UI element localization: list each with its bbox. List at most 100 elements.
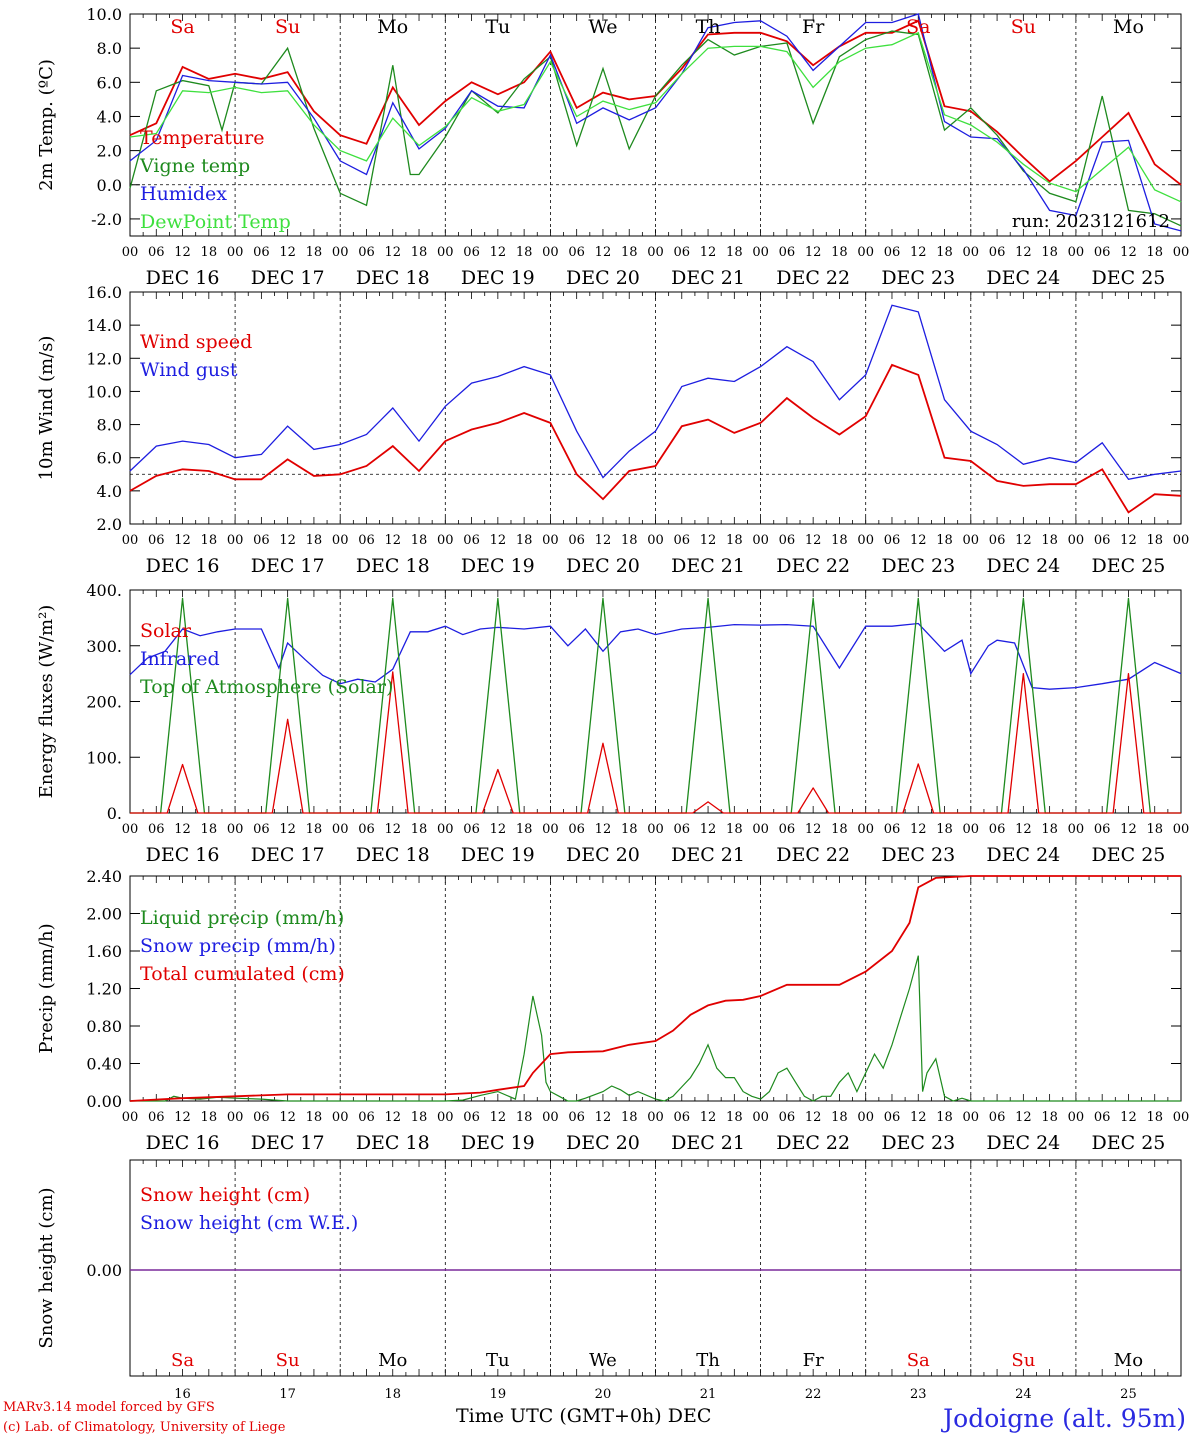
x-axis-title: Time UTC (GMT+0h) DEC	[456, 1405, 712, 1427]
x-hour-label: 18	[831, 245, 848, 260]
x-hour-label: 00	[647, 533, 664, 548]
x-hour-label: 00	[437, 1110, 454, 1125]
y-axis-label: Snow height (cm)	[36, 1187, 57, 1348]
x-hour-label: 12	[279, 533, 296, 548]
weekday-label: We	[589, 1350, 617, 1371]
y-tick-label: 10.0	[86, 5, 122, 24]
x-hour-label: 18	[1041, 245, 1058, 260]
x-hour-label: 18	[201, 245, 218, 260]
x-hour-label: 18	[936, 245, 953, 260]
x-date-label: DEC 25	[1092, 844, 1166, 866]
x-hour-label: 06	[568, 1110, 585, 1125]
legend-entry: Snow height (cm W.E.)	[140, 1212, 358, 1234]
x-hour-label: 18	[411, 822, 428, 837]
x-date-label: DEC 16	[146, 1132, 220, 1154]
weekday-label: Su	[1011, 1350, 1035, 1371]
x-hour-label: 00	[752, 1110, 769, 1125]
x-hour-label: 18	[411, 533, 428, 548]
x-hour-label: 18	[1041, 1110, 1058, 1125]
x-hour-label: 06	[148, 245, 165, 260]
x-hour-label: 12	[279, 245, 296, 260]
x-hour-label: 06	[779, 1110, 796, 1125]
x-hour-label: 18	[621, 1110, 638, 1125]
x-hour-label: 18	[831, 1110, 848, 1125]
panel-3: 0. 100. 200. 300. 400. Energy fluxes (W/m²) 00…	[36, 581, 1189, 866]
x-hour-label: 00	[963, 1110, 980, 1125]
x-hour-label: 06	[674, 822, 691, 837]
x-hour-label: 00	[437, 822, 454, 837]
x-hour-label: 18	[936, 1110, 953, 1125]
x-hour-label: 12	[910, 822, 927, 837]
y-tick-label: 2.0	[97, 142, 122, 161]
x-hour-label: 18	[516, 822, 533, 837]
x-hour-label: 12	[1015, 822, 1032, 837]
x-hour-label: 18	[621, 822, 638, 837]
x-hour-label: 18	[201, 1110, 218, 1125]
weekday-label: Sa	[907, 1350, 930, 1371]
x-hour-label: 18	[1146, 245, 1163, 260]
weekday-label: Th	[696, 16, 721, 38]
y-tick-label: -2.0	[91, 210, 122, 229]
x-hour-label: 18	[831, 533, 848, 548]
x-hour-label: 12	[700, 1110, 717, 1125]
x-hour-label: 12	[1015, 1110, 1032, 1125]
x-hour-label: 00	[752, 533, 769, 548]
x-hour-label: 06	[253, 245, 270, 260]
weekday-label: Mo	[1114, 1350, 1143, 1371]
x-hour-label: 12	[910, 1110, 927, 1125]
x-date-label: DEC 18	[356, 844, 430, 866]
x-hour-label: 06	[884, 533, 901, 548]
weekday-label: Tu	[485, 16, 510, 38]
x-hour-label: 18	[201, 533, 218, 548]
day-number-label: 18	[384, 1387, 401, 1402]
x-hour-label: 12	[1015, 245, 1032, 260]
x-hour-label: 12	[490, 533, 507, 548]
y-tick-label: 100.	[86, 748, 122, 767]
x-hour-label: 18	[411, 245, 428, 260]
x-date-label: DEC 21	[671, 844, 745, 866]
weekday-label: Tu	[486, 1350, 510, 1371]
x-hour-label: 00	[227, 822, 244, 837]
day-number-label: 17	[279, 1387, 296, 1402]
panel-2: 2.0 4.0 6.0 8.0 10.0 12.0 14.0 16.0 10m Wind (m/…	[36, 283, 1189, 577]
x-hour-label: 00	[227, 533, 244, 548]
x-hour-label: 00	[542, 533, 559, 548]
x-hour-label: 00	[332, 533, 349, 548]
x-date-label: DEC 22	[776, 555, 850, 577]
x-hour-label: 12	[279, 822, 296, 837]
x-date-label: DEC 21	[671, 1132, 745, 1154]
x-hour-label: 12	[700, 533, 717, 548]
x-date-label: DEC 20	[566, 555, 640, 577]
x-hour-label: 00	[542, 822, 559, 837]
series-dewpoint-temp	[129, 31, 1182, 203]
y-axis-label: Energy fluxes (W/m²)	[36, 605, 57, 799]
x-hour-label: 18	[306, 822, 323, 837]
x-hour-label: 06	[674, 245, 691, 260]
x-hour-label: 06	[1094, 822, 1111, 837]
y-tick-label: 0.00	[86, 1092, 122, 1111]
x-hour-label: 06	[779, 245, 796, 260]
x-hour-label: 00	[227, 1110, 244, 1125]
y-tick-label: 14.0	[86, 316, 122, 335]
x-date-label: DEC 22	[776, 1132, 850, 1154]
x-date-label: DEC 23	[881, 844, 955, 866]
y-tick-label: 200.	[86, 693, 122, 712]
series-wind-speed	[129, 363, 1182, 514]
x-hour-label: 12	[1120, 245, 1137, 260]
series-solar	[130, 671, 1181, 814]
legend-entry: Wind speed	[140, 331, 252, 353]
day-number-label: 22	[805, 1387, 822, 1402]
weekday-label: Su	[275, 16, 300, 38]
x-hour-label: 06	[463, 822, 480, 837]
series-liquid-precip-mm-h-	[130, 955, 1181, 1102]
y-tick-label: 2.00	[86, 905, 122, 924]
y-tick-label: 1.20	[86, 980, 122, 999]
x-hour-label: 06	[253, 533, 270, 548]
x-hour-label: 06	[358, 822, 375, 837]
x-date-label: DEC 20	[566, 844, 640, 866]
x-date-label: DEC 24	[986, 267, 1060, 289]
y-tick-label: 16.0	[86, 283, 122, 302]
x-hour-label: 00	[857, 533, 874, 548]
x-hour-label: 12	[700, 245, 717, 260]
x-hour-label: 06	[674, 533, 691, 548]
